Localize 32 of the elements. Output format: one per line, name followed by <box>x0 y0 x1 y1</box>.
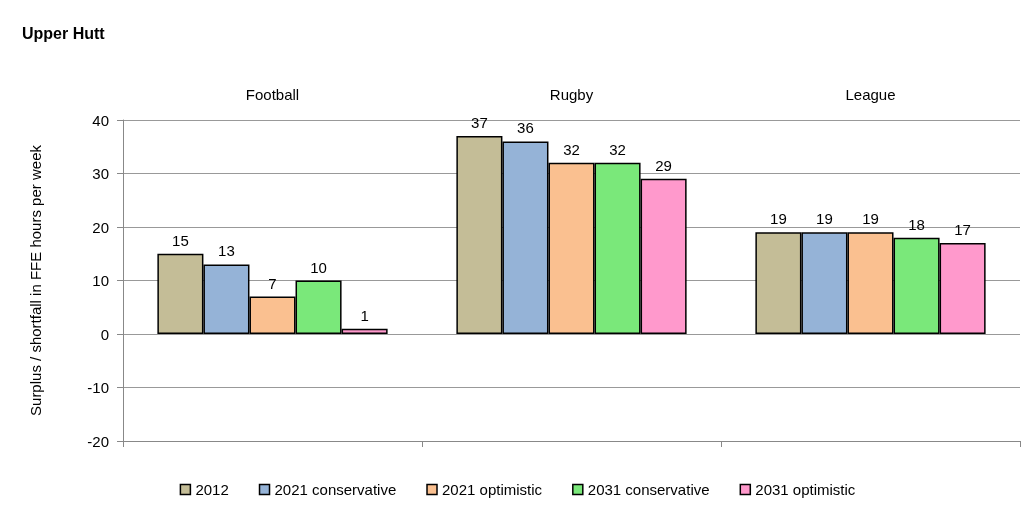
data-label: 29 <box>655 156 672 174</box>
data-label: 19 <box>770 210 787 228</box>
data-label: 1 <box>360 306 369 324</box>
y-tick-label: 10 <box>92 272 109 289</box>
data-label: 32 <box>563 140 580 158</box>
data-label: 19 <box>816 210 833 228</box>
y-axis-title: Surplus / shortfall in FFE hours per week <box>27 144 44 416</box>
x-tick-label: League <box>845 86 896 103</box>
data-label: 13 <box>218 242 235 260</box>
data-label: 37 <box>471 114 488 132</box>
data-label: 18 <box>908 215 925 233</box>
legend-label: 2012 <box>195 481 229 498</box>
data-label: 15 <box>172 231 189 249</box>
legend-label: 2021 conservative <box>274 481 397 498</box>
x-tick-label: Rugby <box>549 86 594 103</box>
legend-label: 2021 optimistic <box>442 481 543 498</box>
data-label: 7 <box>268 274 277 292</box>
chart-title: Upper Hutt <box>22 24 106 42</box>
data-label: 19 <box>862 210 879 228</box>
data-label: 32 <box>609 140 626 158</box>
data-label: 10 <box>310 258 327 276</box>
y-tick-label: -10 <box>87 379 109 396</box>
legend-label: 2031 optimistic <box>755 481 856 498</box>
y-tick-label: 40 <box>92 111 109 129</box>
legend-label: 2031 conservative <box>587 481 710 498</box>
y-tick-label: 0 <box>100 325 109 343</box>
y-tick-label: 20 <box>92 218 109 236</box>
y-tick-label: 30 <box>92 165 109 182</box>
data-label: 17 <box>954 221 971 239</box>
data-label: 36 <box>517 119 534 137</box>
y-tick-label: -20 <box>87 432 109 450</box>
x-tick-label: Football <box>245 86 300 103</box>
